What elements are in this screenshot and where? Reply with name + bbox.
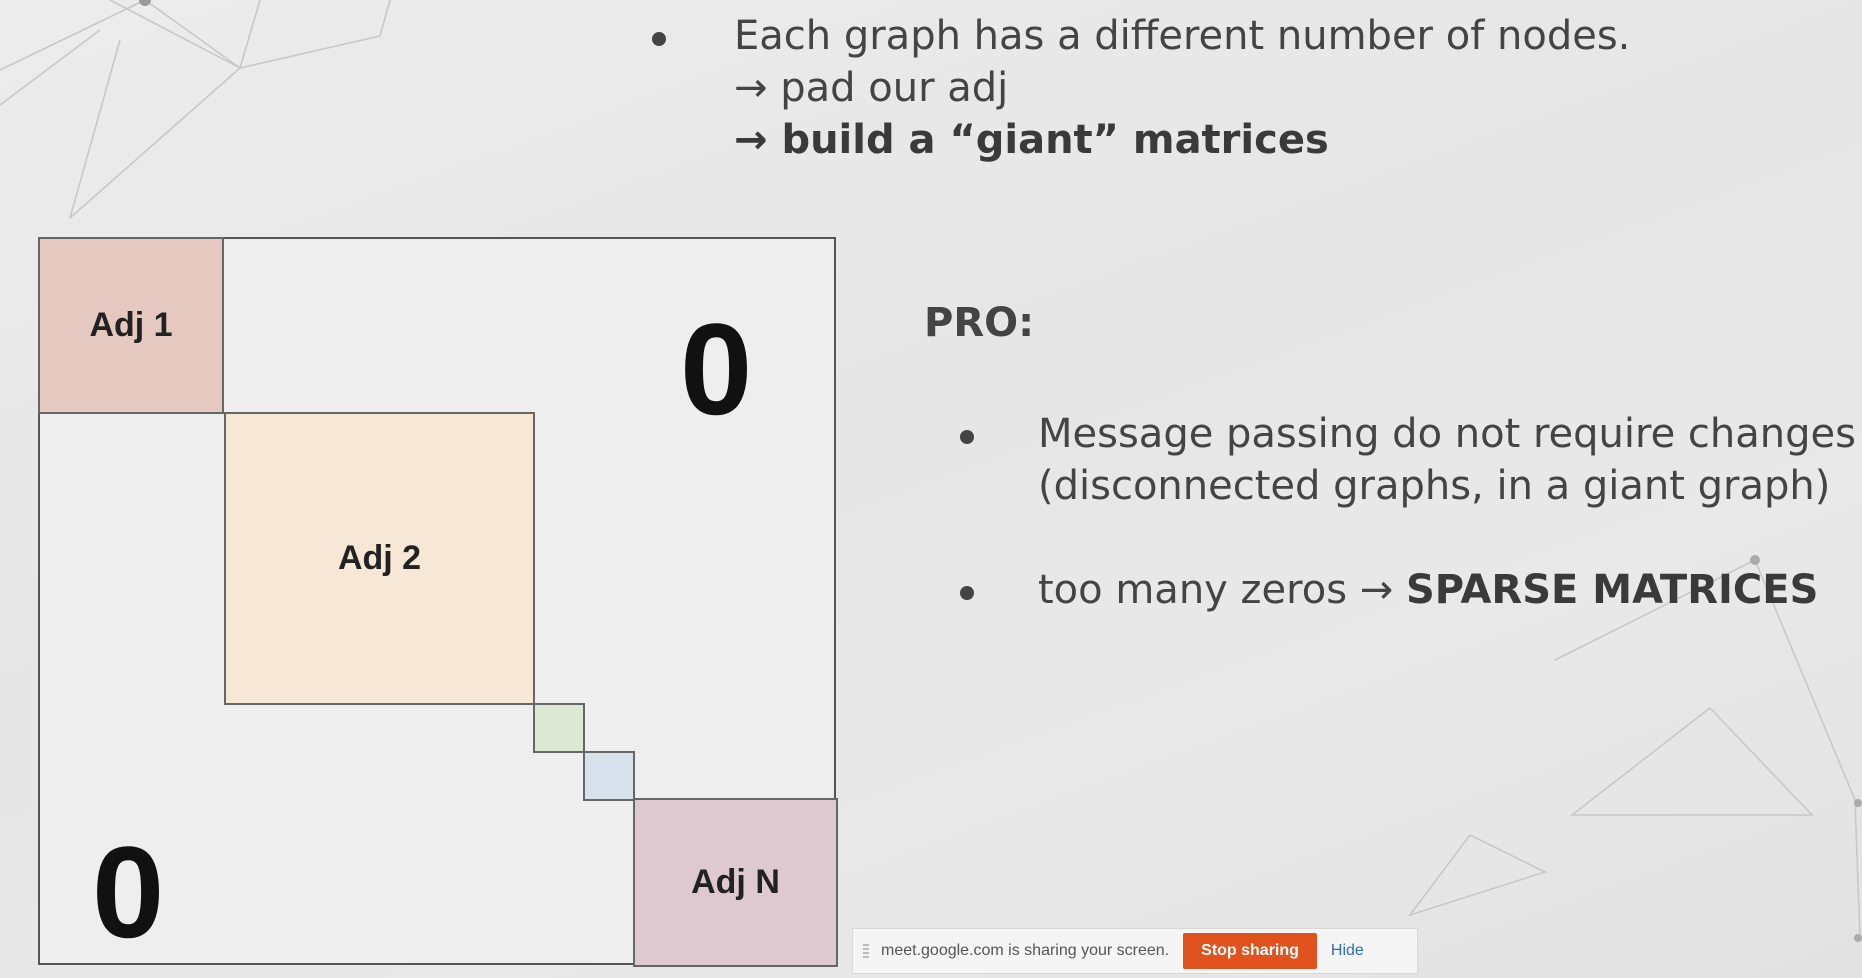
pro-list: Message passing do not require changes (… (960, 408, 1856, 616)
pro-item-2-bold: SPARSE MATRICES (1406, 567, 1819, 613)
drag-handle-icon[interactable] (863, 944, 869, 958)
adj-block-n-label: Adj N (691, 863, 780, 901)
pro-item-1-line-2: (disconnected graphs, in a giant graph) (1038, 463, 1831, 509)
bullet-icon (960, 586, 974, 600)
top-bullet-line-2: → pad our adj (652, 62, 1630, 114)
adj-block-small-green (533, 703, 585, 753)
adj-block-2-label: Adj 2 (337, 539, 422, 577)
adj-block-n: Adj N (633, 798, 838, 967)
stop-sharing-button[interactable]: Stop sharing (1183, 933, 1317, 969)
adj-block-small-blue (583, 751, 635, 801)
top-bullet-line-1: Each graph has a different number of nod… (652, 10, 1630, 62)
share-message: meet.google.com is sharing your screen. (881, 942, 1170, 959)
bullet-icon (652, 32, 666, 46)
bullet-icon (960, 430, 974, 444)
zero-label-top-right: 0 (680, 296, 753, 442)
zero-label-bottom-left: 0 (92, 819, 165, 965)
hide-link[interactable]: Hide (1330, 942, 1364, 959)
top-bullet-line-3: → build a “giant” matrices (652, 114, 1630, 166)
top-bullet-text-2: → pad our adj (734, 65, 1009, 111)
pro-item-2-prefix: too many zeros → (1038, 567, 1406, 613)
top-bullet-text-3: → build a “giant” matrices (734, 117, 1329, 163)
giant-matrix-diagram: Adj 1 Adj 2 Adj N 0 0 (38, 237, 838, 967)
pro-item-1: Message passing do not require changes (… (960, 408, 1856, 512)
top-bullet-text-1: Each graph has a different number of nod… (734, 13, 1631, 59)
adj-block-2: Adj 2 (224, 412, 535, 705)
adj-block-1: Adj 1 (38, 237, 224, 414)
pro-item-2: too many zeros → SPARSE MATRICES (960, 564, 1856, 616)
screen-share-bar: meet.google.com is sharing your screen. … (852, 928, 1418, 974)
top-bullet-block: Each graph has a different number of nod… (652, 10, 1630, 166)
adj-block-1-label: Adj 1 (89, 306, 173, 344)
pro-item-1-line-1: Message passing do not require changes (1038, 411, 1856, 457)
pro-title: PRO: (924, 300, 1035, 346)
